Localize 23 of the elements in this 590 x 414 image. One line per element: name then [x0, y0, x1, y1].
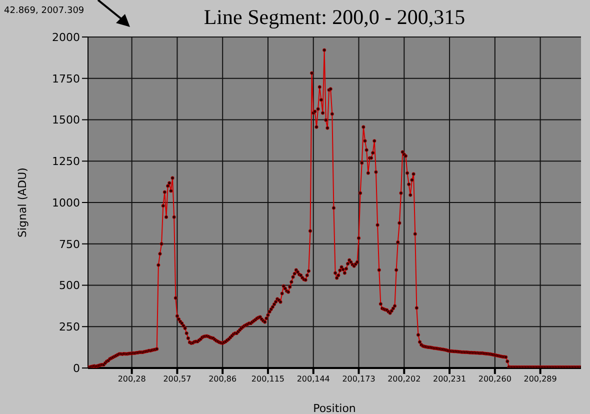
y-tick-label: 250 — [59, 320, 80, 334]
y-tick-label: 0 — [73, 362, 80, 375]
y-tick-label: 1250 — [52, 155, 80, 168]
x-axis-title: Position — [313, 402, 356, 414]
y-axis-title: Signal (ADU) — [16, 168, 29, 238]
x-tick-label: 200,173 — [342, 374, 376, 384]
x-tick-label: 200,115 — [251, 374, 285, 384]
text: 42.869, 2007.309 — [4, 6, 84, 16]
chart-title: Line Segment: 200,0 - 200,315 — [202, 5, 466, 30]
x-tick-label: 200,57 — [163, 374, 192, 384]
y-tick-label: 750 — [59, 238, 80, 251]
x-tick-label: 200,28 — [118, 374, 146, 384]
x-tick-label: 200,144 — [296, 374, 330, 384]
y-tick-label: 1750 — [52, 72, 80, 86]
x-tick-label: 200,202 — [388, 374, 421, 384]
x-tick-label: 200,86 — [208, 374, 237, 384]
y-tick-label: 500 — [59, 279, 80, 292]
y-tick-label: 1000 — [52, 196, 80, 210]
x-tick-label: 200,289 — [524, 374, 557, 384]
y-tick-label: 1500 — [52, 114, 80, 127]
y-tick-label: 2000 — [52, 30, 80, 44]
x-tick-label: 200,260 — [478, 374, 512, 384]
x-tick-label: 200,231 — [432, 374, 466, 384]
